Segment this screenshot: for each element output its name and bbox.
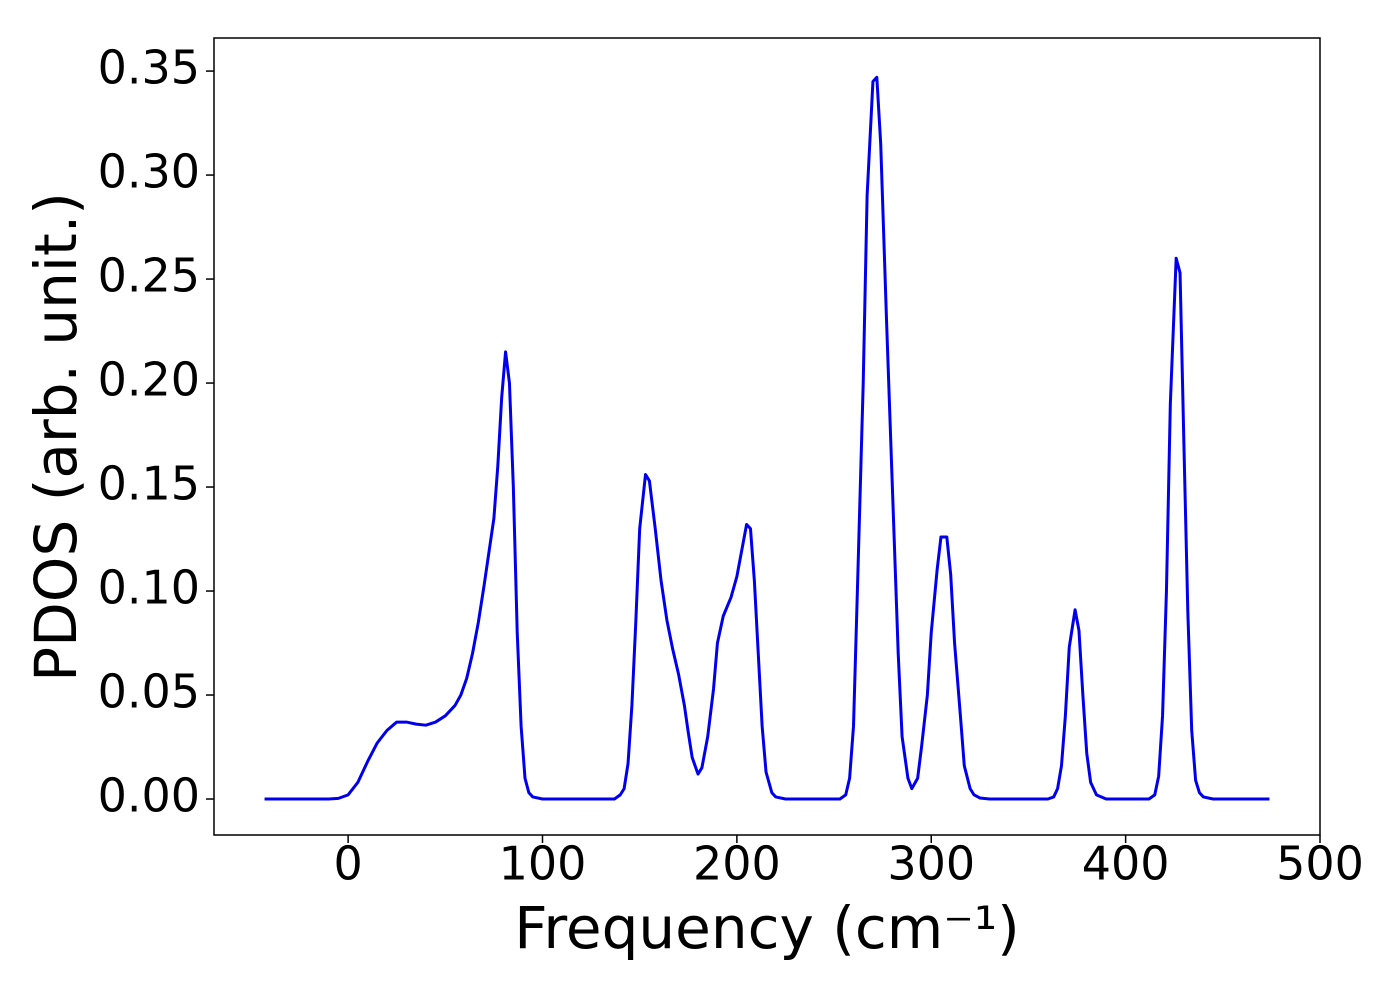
y-tick-label: 0.30 [98,145,200,199]
y-tick-label: 0.20 [98,353,200,407]
y-tick-label: 0.25 [98,249,200,303]
y-tick-label: 0.00 [98,769,200,823]
plot-frame [213,37,1321,836]
x-tick-label: 200 [693,837,781,891]
x-tick-label: 100 [499,837,587,891]
data-line [264,75,1270,801]
x-tick-label: 300 [887,837,975,891]
x-tick-label: 500 [1276,837,1364,891]
x-tick-label: 400 [1082,837,1170,891]
y-tick-label: 0.10 [98,561,200,615]
y-axis-label: PDOS (arb. unit.) [22,192,90,682]
x-tick-label: 0 [333,837,362,891]
y-tick-label: 0.15 [98,457,200,511]
y-tick-label: 0.05 [98,665,200,719]
y-tick-label: 0.35 [98,41,200,95]
x-axis-label: Frequency (cm⁻¹) [514,894,1020,962]
